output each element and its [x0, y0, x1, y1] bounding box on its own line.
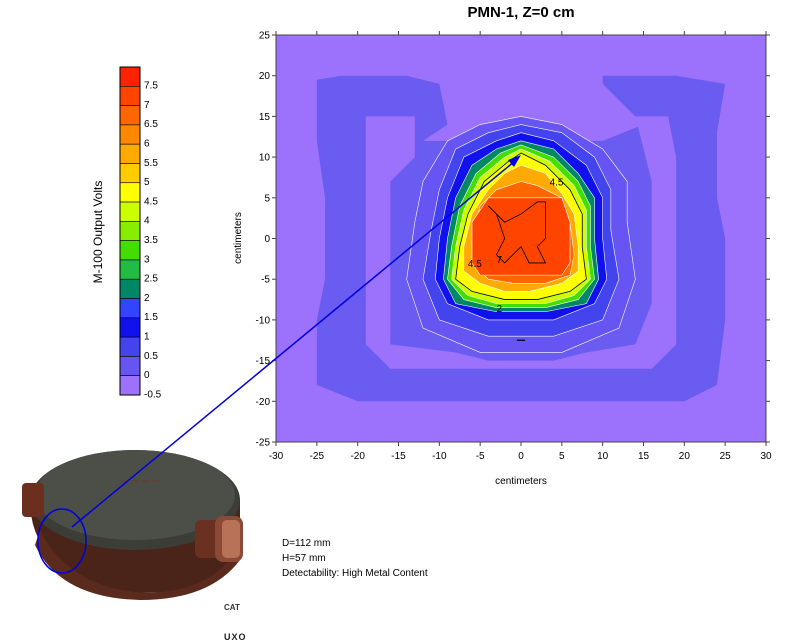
y-tick-label: -15 [256, 356, 271, 367]
colorbar-swatch [119, 182, 141, 203]
contour-label: 2 [497, 304, 503, 315]
colorbar-swatch [119, 143, 141, 164]
colorbar-swatch [119, 240, 141, 261]
x-tick-label: -30 [269, 451, 284, 462]
colorbar-swatch [119, 317, 141, 338]
mine-markings: ~~~~ [120, 474, 160, 488]
colorbar-swatch [119, 375, 141, 396]
colorbar-swatch [119, 105, 141, 126]
y-axis: 25 20 15 10 5 0 -5 -10 -15 -20 -25 [256, 31, 770, 449]
y-tick-label: -5 [261, 275, 270, 286]
diameter-text: D=112 mm [282, 538, 331, 549]
detection-point-circle [37, 508, 87, 574]
chart-title: PMN-1, Z=0 cm [467, 4, 575, 21]
colorbar-level-label: 1 [144, 331, 150, 342]
colorbar-level-label: 4.5 [144, 196, 158, 207]
catuxo-logo: CAT UXO [224, 603, 250, 642]
colorbar-swatch [119, 278, 141, 299]
y-tick-label: 20 [259, 71, 271, 82]
colorbar-swatch [119, 259, 141, 280]
x-tick-label: 0 [518, 451, 524, 462]
contour-label: 4.5 [468, 259, 482, 270]
x-tick-label: -10 [432, 451, 447, 462]
x-tick-label: 30 [760, 451, 772, 462]
colorbar-swatch [119, 124, 141, 145]
x-tick-label: 5 [559, 451, 565, 462]
colorbar-swatch [119, 221, 141, 241]
colorbar-level-label: 6 [144, 139, 150, 150]
colorbar-level-label: 6.5 [144, 119, 158, 130]
colorbar-swatch [119, 85, 141, 106]
x-axis-label: centimeters [495, 476, 547, 487]
contour-line-4-5 [455, 152, 587, 300]
colorbar-swatch [119, 201, 141, 222]
colorbar-frame [119, 66, 141, 396]
x-tick-label: 25 [720, 451, 732, 462]
y-tick-label: -25 [256, 438, 271, 449]
colorbar-level-label: 3.5 [144, 235, 158, 246]
pointer-arrowhead [508, 155, 521, 167]
colorbar-swatch [119, 66, 141, 87]
colorbar-level-label: 1.5 [144, 312, 158, 323]
colorbar: 7.5 7 6.5 6 5.5 5 4.5 4 3.5 3 2.5 2 1.5 1 0.5 0 -0.5 [119, 66, 162, 400]
contour-level-9 [471, 197, 571, 276]
x-tick-label: -20 [350, 451, 365, 462]
pointer-arrow [71, 160, 516, 528]
colorbar-swatch [119, 298, 141, 319]
contour-line-7 [488, 201, 547, 264]
logo-bottom-text: UXO [224, 632, 247, 642]
contour-labels: 4.5 4.5 7 2 [468, 178, 564, 315]
y-axis-label: centimeters [233, 212, 244, 264]
colorbar-level-label: 2.5 [144, 274, 158, 285]
contour-level-gap [365, 116, 677, 369]
x-axis: -30 -25 -20 -15 -10 -5 0 5 10 15 20 25 30 [269, 31, 772, 462]
colorbar-swatch [119, 336, 141, 357]
colorbar-level-label: 0.5 [144, 351, 158, 362]
x-tick-label: -25 [310, 451, 325, 462]
colorbar-level-label: 4 [144, 216, 150, 227]
contour-label: 7 [497, 255, 503, 266]
specs-panel: D=112 mm H=57 mm Detectability: High Met… [282, 536, 428, 581]
colorbar-swatch [119, 356, 141, 377]
colorbar-level-label: 0 [144, 370, 150, 381]
y-tick-label: 25 [259, 31, 271, 42]
height-text: H=57 mm [282, 553, 326, 564]
colorbar-level-label: 7.5 [144, 81, 158, 92]
contour-label: 4.5 [550, 178, 564, 189]
detectability-text: Detectability: High Metal Content [282, 568, 428, 579]
x-tick-label: -5 [476, 451, 485, 462]
colorbar-title: M-100 Output Volts [91, 181, 105, 284]
y-tick-label: 15 [259, 112, 271, 123]
x-tick-label: -15 [391, 451, 406, 462]
y-tick-label: 10 [259, 153, 271, 164]
colorbar-swatch [119, 163, 141, 184]
y-tick-label: 5 [264, 193, 270, 204]
x-tick-label: 15 [638, 451, 650, 462]
contour-field [276, 35, 766, 442]
colorbar-level-label: 5.5 [144, 158, 158, 169]
x-tick-label: 10 [597, 451, 609, 462]
y-tick-label: -10 [256, 315, 271, 326]
x-tick-label: 20 [679, 451, 691, 462]
colorbar-level-label: -0.5 [144, 389, 162, 400]
y-tick-label: -20 [256, 397, 271, 408]
colorbar-level-label: 3 [144, 254, 150, 265]
colorbar-level-label: 2 [144, 293, 150, 304]
mine-photo: ~~~~ [22, 450, 243, 600]
y-tick-label: 0 [264, 234, 270, 245]
colorbar-level-label: 5 [144, 177, 150, 188]
colorbar-level-label: 7 [144, 100, 150, 111]
logo-top-text: CAT [224, 603, 240, 612]
